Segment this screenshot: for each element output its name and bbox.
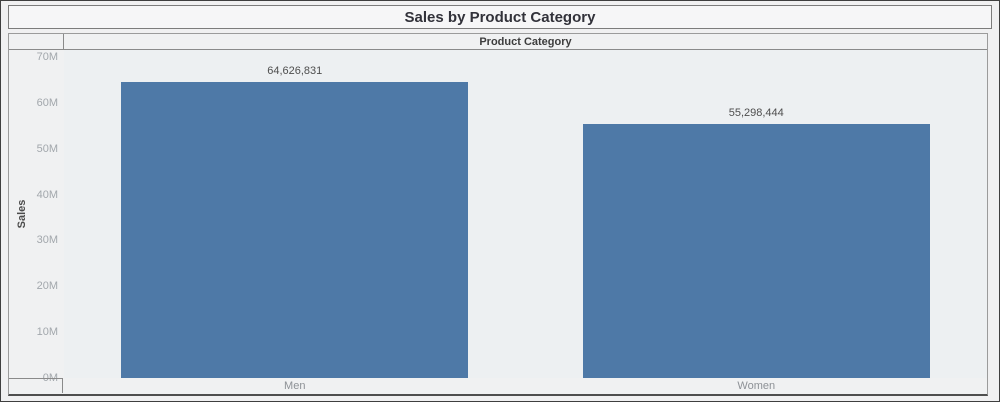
y-tick-label: 30M [36,234,58,247]
y-tick-label: 10M [36,326,58,339]
header-corner-cell [9,34,64,50]
category-label-men[interactable]: Men [284,380,306,392]
worksheet: Product Category Sales 0M 10M 20M 30M 40M 50M… [8,33,988,396]
y-tick-label: 60M [36,96,58,109]
column-header-label: Product Category [479,35,572,48]
y-tick-label: 50M [36,142,58,155]
y-tick-label: 70M [36,51,58,63]
bar-value-label: 64,626,831 [267,64,323,77]
y-axis-title: Sales [16,199,28,229]
y-axis: Sales 0M 10M 20M 30M 40M 50M 60M 70M [9,50,63,384]
chart-title-panel: Sales by Product Category [8,5,992,29]
chart-title: Sales by Product Category [404,8,596,26]
bar-men[interactable] [121,81,469,378]
x-axis-labels: Men Women [64,378,987,394]
category-label-women[interactable]: Women [737,380,776,392]
column-header: Product Category [64,34,987,50]
bar-value-label: 55,298,444 [728,107,784,120]
footer-corner-cell [9,378,63,393]
bar-women[interactable] [582,124,930,378]
y-tick-label: 40M [36,188,58,201]
plot-area: 64,626,831 55,298,444 [64,50,987,378]
y-tick-label: 20M [36,280,58,293]
